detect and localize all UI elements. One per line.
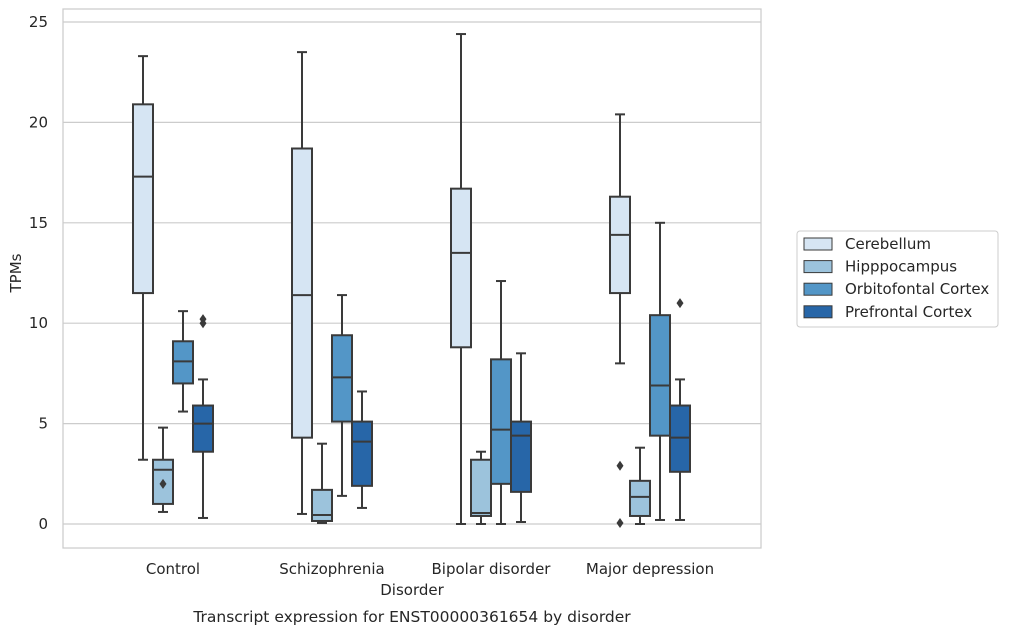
box bbox=[609, 195, 631, 295]
y-tick-label: 0 bbox=[38, 515, 48, 533]
figure-caption: Transcript expression for ENST0000036165… bbox=[192, 608, 631, 626]
box-group bbox=[669, 298, 691, 521]
box bbox=[490, 358, 512, 485]
outlier-marker bbox=[616, 460, 624, 471]
box bbox=[291, 147, 313, 439]
box-group bbox=[510, 352, 532, 523]
box bbox=[450, 187, 472, 349]
legend-frame bbox=[796, 230, 999, 328]
y-tick-label: 20 bbox=[29, 113, 48, 131]
legend-label: Prefrontal Cortex bbox=[845, 303, 972, 321]
x-tick-label: Major depression bbox=[586, 560, 714, 578]
box bbox=[311, 488, 333, 522]
x-tick-labels: Control Schizophrenia Bipolar disorder Majo… bbox=[146, 560, 714, 578]
box-group bbox=[192, 314, 214, 519]
box bbox=[669, 404, 691, 473]
box-group bbox=[490, 280, 512, 525]
y-axis-label: TPMs bbox=[7, 253, 25, 293]
box-group bbox=[331, 294, 353, 497]
box bbox=[172, 340, 194, 385]
plot-frame bbox=[62, 8, 762, 549]
y-tick-label: 25 bbox=[29, 13, 48, 31]
box bbox=[331, 334, 353, 423]
outlier-marker bbox=[676, 298, 684, 309]
box-group bbox=[172, 310, 194, 413]
box bbox=[510, 420, 532, 493]
box-group bbox=[132, 55, 154, 461]
box bbox=[470, 458, 492, 517]
outlier-marker bbox=[616, 517, 624, 528]
x-tick-label: Bipolar disorder bbox=[432, 560, 552, 578]
box-group bbox=[450, 33, 472, 525]
box bbox=[649, 314, 671, 437]
y-tick-label: 15 bbox=[29, 214, 48, 232]
box-group bbox=[152, 426, 174, 513]
plot-area bbox=[132, 33, 691, 528]
box bbox=[192, 404, 214, 453]
box bbox=[351, 420, 373, 487]
outlier-marker bbox=[199, 318, 207, 329]
y-tick-label: 5 bbox=[38, 415, 48, 433]
legend-swatch bbox=[803, 237, 833, 251]
box-group bbox=[470, 450, 492, 525]
box-group bbox=[649, 221, 671, 521]
box-group bbox=[351, 390, 373, 509]
x-axis-label: Disorder bbox=[380, 581, 444, 599]
legend-label: Hipppocampus bbox=[845, 258, 957, 276]
legend-label: Cerebellum bbox=[845, 235, 931, 253]
legend-label: Orbitofontal Cortex bbox=[845, 280, 989, 298]
box bbox=[132, 103, 154, 295]
y-grid bbox=[63, 21, 761, 525]
box-group bbox=[291, 51, 313, 515]
x-tick-label: Schizophrenia bbox=[279, 560, 384, 578]
legend-swatch bbox=[803, 282, 833, 296]
box-group bbox=[609, 113, 631, 528]
legend-swatch bbox=[803, 260, 833, 274]
box-group bbox=[629, 446, 651, 525]
y-tick-labels: 0 5 10 15 20 25 bbox=[29, 13, 48, 533]
outlier-marker bbox=[159, 478, 167, 489]
y-tick-label: 10 bbox=[29, 314, 48, 332]
box-group bbox=[311, 442, 333, 524]
legend-swatch bbox=[803, 305, 833, 319]
legend: Cerebellum Hipppocampus Orbitofontal Corte… bbox=[796, 230, 999, 328]
box bbox=[629, 479, 651, 517]
x-tick-label: Control bbox=[146, 560, 200, 578]
